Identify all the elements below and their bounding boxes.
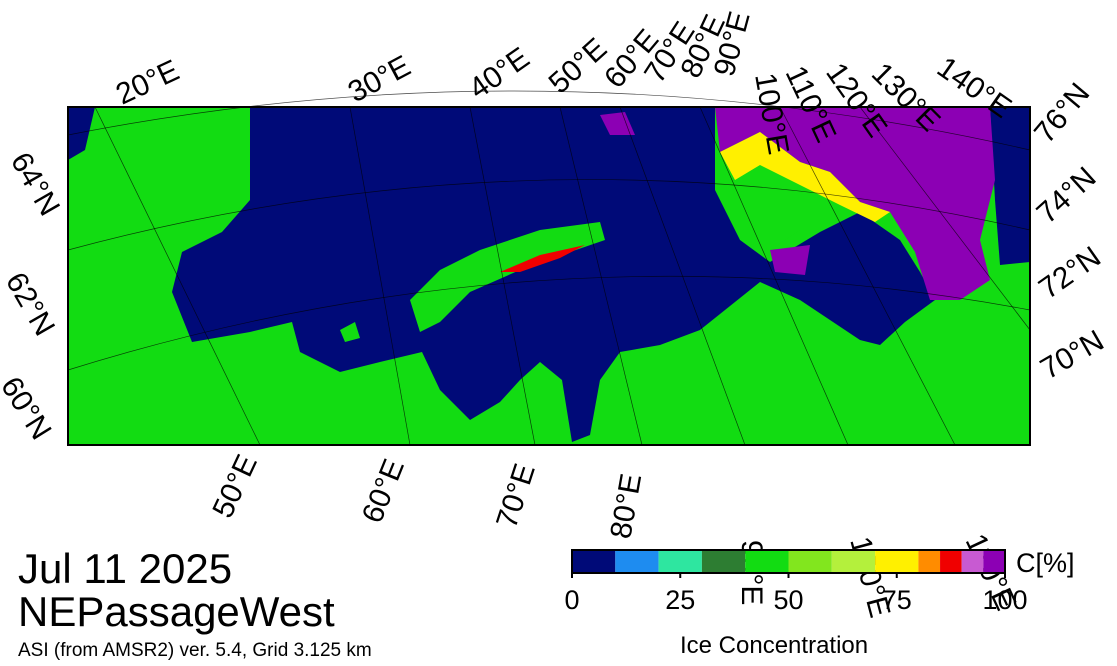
colorbar-segment [701, 550, 746, 573]
ocean [172, 107, 935, 442]
colorbar-tick-label: 0 [564, 585, 579, 615]
island [340, 322, 360, 342]
colorbar-segment [875, 550, 919, 573]
graticule-label: 60°E [356, 455, 411, 528]
colorbar-segment [983, 550, 1005, 573]
graticule-label: 40°E [463, 41, 535, 106]
ocean [68, 107, 95, 160]
graticule-label: 50°E [543, 32, 614, 100]
ice [720, 132, 890, 222]
graticule-label: 50°E [206, 450, 264, 523]
graticule [67, 90, 1031, 446]
ice [600, 112, 635, 135]
colorbar-segment [788, 550, 832, 573]
colorbar-segment [918, 550, 941, 573]
grid-line [859, 106, 1031, 331]
graticule-label: 30°E [343, 49, 416, 109]
grid-line [349, 106, 411, 446]
grid-line [67, 275, 1031, 371]
graticule-label: 80°E [604, 471, 648, 541]
island [740, 190, 800, 250]
map-frame [67, 106, 1031, 446]
region: NEPassageWest [18, 588, 335, 635]
colorbar-segment [940, 550, 962, 573]
grid-line [619, 106, 746, 446]
colorbar-unit: C[%] [1016, 548, 1075, 578]
graticule-label: 76°N [1028, 77, 1096, 150]
colorbar-tick-label: 50 [773, 585, 803, 615]
ice [715, 107, 995, 300]
date: Jul 11 2025 [18, 545, 232, 592]
graticule-label: 72°N [1033, 240, 1107, 305]
graticule-label: 70°N [1035, 324, 1110, 386]
colorbar-tick-label: 75 [882, 585, 912, 615]
grid-line [94, 106, 261, 446]
colorbar: 0 25 50 75 100 [564, 549, 1028, 615]
island [410, 222, 605, 332]
graticule-label: 64°N [4, 147, 66, 222]
colorbar-segment [745, 550, 789, 573]
graticule-label: 70°E [490, 460, 542, 532]
grid-line [67, 90, 1031, 151]
source: ASI (from AMSR2) ver. 5.4, Grid 3.125 km [18, 640, 372, 661]
ocean [990, 107, 1030, 265]
colorbar-segment [572, 550, 616, 573]
colorbar-segment [615, 550, 659, 573]
ice [770, 245, 810, 275]
colorbar-label: Ice Concentration [680, 632, 868, 659]
graticule-label: 60°N [0, 371, 58, 445]
colorbar-tick-label: 25 [665, 585, 695, 615]
colorbar-tick-label: 100 [982, 585, 1027, 615]
graticule-label: 62°N [0, 267, 61, 342]
map [67, 90, 1031, 446]
graticule-label: 20°E [111, 54, 184, 112]
colorbar-segment [658, 550, 702, 573]
graticule-label: 74°N [1031, 161, 1103, 230]
grid-line [469, 106, 536, 446]
grid-line [67, 179, 1031, 251]
colorbar-segment [831, 550, 876, 573]
grid-line [699, 106, 849, 446]
grid-line [779, 106, 956, 446]
colorbar-segment [961, 550, 984, 573]
grid-line [559, 106, 643, 446]
ice [500, 245, 585, 272]
